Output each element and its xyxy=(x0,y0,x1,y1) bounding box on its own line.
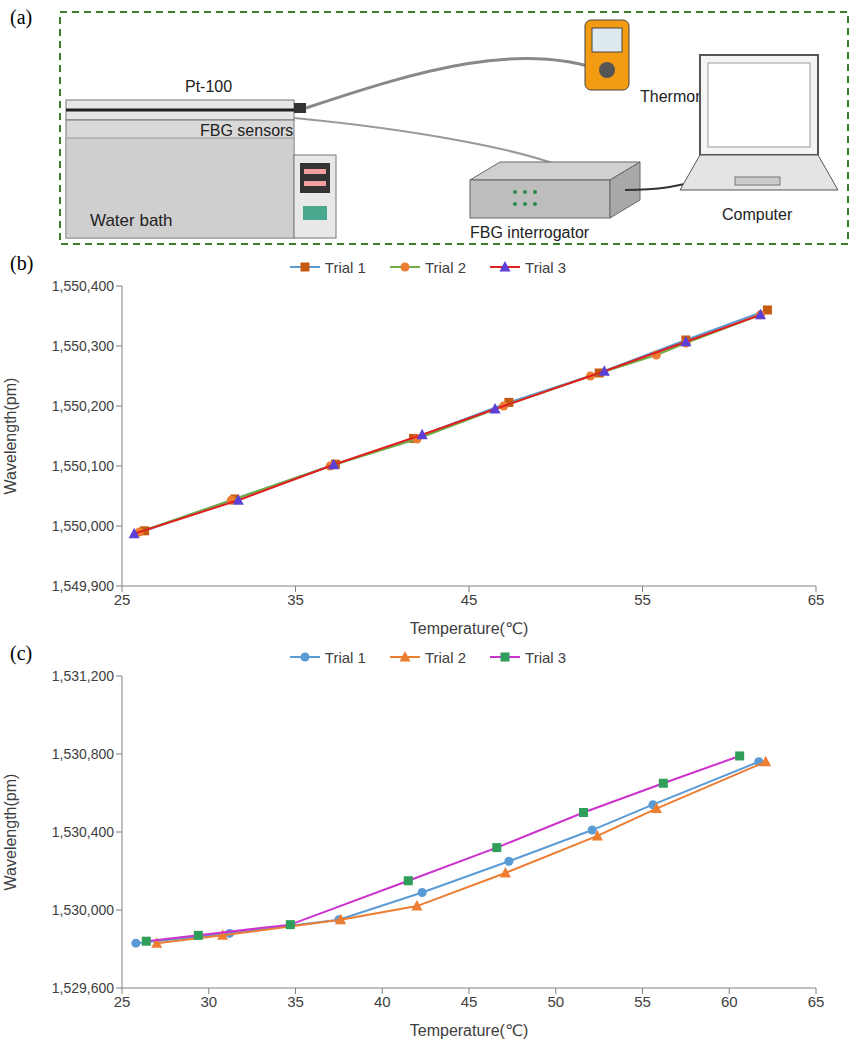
html-text:Trial 2: Trial 2 xyxy=(424,258,467,276)
svg-text:Computer: Computer xyxy=(722,206,793,223)
svg-text:55: 55 xyxy=(634,591,651,608)
html-text:(b): (b) xyxy=(10,252,34,274)
svg-text:1,530,800: 1,530,800 xyxy=(52,746,114,762)
svg-text:45: 45 xyxy=(461,993,478,1010)
svg-text:25: 25 xyxy=(114,993,131,1010)
html-text:Trial 1: Trial 1 xyxy=(324,648,366,666)
svg-text:FBG interrogator: FBG interrogator xyxy=(470,224,590,241)
svg-text:Pt-100: Pt-100 xyxy=(185,78,232,95)
html-text:Trial 3: Trial 3 xyxy=(525,258,567,276)
html-text:Trial 2: Trial 2 xyxy=(424,648,467,666)
svg-text:(a): (a) xyxy=(10,6,32,29)
svg-text:FBG sensors: FBG sensors xyxy=(200,122,293,139)
svg-text:1,530,400: 1,530,400 xyxy=(52,824,114,840)
svg-text:50: 50 xyxy=(547,993,564,1010)
html-text:(c): (c) xyxy=(10,642,33,664)
svg-text:35: 35 xyxy=(287,993,304,1010)
svg-text:60: 60 xyxy=(721,993,738,1010)
svg-text:1,550,000: 1,550,000 xyxy=(52,518,114,534)
svg-text:1,549,900: 1,549,900 xyxy=(52,578,114,594)
svg-text:65: 65 xyxy=(808,993,825,1010)
svg-text:Water bath: Water bath xyxy=(90,211,173,230)
svg-text:Wavelength(pm): Wavelength(pm) xyxy=(2,378,19,495)
html-text:Trial 1: Trial 1 xyxy=(324,258,366,276)
svg-text:1,529,600: 1,529,600 xyxy=(52,980,114,996)
svg-text:Wavelength(pm): Wavelength(pm) xyxy=(2,774,19,891)
html-text:Trial 3: Trial 3 xyxy=(525,648,567,666)
svg-text:40: 40 xyxy=(374,993,391,1010)
svg-text:65: 65 xyxy=(808,591,825,608)
svg-text:Temperature(℃): Temperature(℃) xyxy=(410,620,528,637)
svg-text:1,550,200: 1,550,200 xyxy=(52,398,114,414)
svg-text:1,530,000: 1,530,000 xyxy=(52,902,114,918)
svg-text:1,550,300: 1,550,300 xyxy=(52,338,114,354)
svg-text:55: 55 xyxy=(634,993,651,1010)
svg-text:Temperature(℃): Temperature(℃) xyxy=(410,1022,528,1039)
svg-text:30: 30 xyxy=(200,993,217,1010)
svg-text:45: 45 xyxy=(461,591,478,608)
svg-text:35: 35 xyxy=(287,591,304,608)
svg-text:Thermometer: Thermometer xyxy=(640,88,736,105)
svg-text:1,550,400: 1,550,400 xyxy=(52,278,114,294)
svg-text:1,531,200: 1,531,200 xyxy=(52,668,114,684)
svg-text:25: 25 xyxy=(114,591,131,608)
svg-text:1,550,100: 1,550,100 xyxy=(52,458,114,474)
